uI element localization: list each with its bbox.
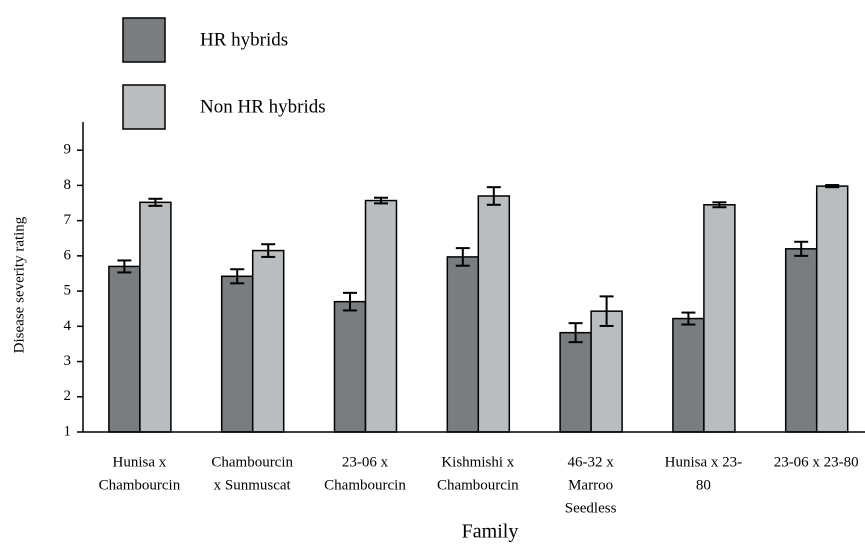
- legend-label: HR hybrids: [200, 29, 288, 50]
- bar: [672, 317, 705, 433]
- x-tick-label: Seedless: [565, 500, 617, 516]
- legend-swatch: [122, 17, 166, 63]
- y-tick-label: 2: [64, 388, 72, 404]
- bar: [590, 310, 623, 433]
- legend-label: Non HR hybrids: [200, 96, 326, 117]
- x-tick-label: Chambourcin: [437, 477, 519, 493]
- x-tick-label: Hunisa x: [113, 454, 167, 470]
- legend-swatch: [122, 84, 166, 130]
- bar: [446, 256, 480, 433]
- y-tick-label: 8: [64, 177, 72, 193]
- x-tick-label: 46-32 x: [567, 454, 614, 470]
- x-tick-label: Marroo: [568, 477, 613, 493]
- bar: [784, 248, 818, 433]
- x-tick-label: Hunisa x 23-: [665, 454, 743, 470]
- bar: [333, 300, 367, 433]
- x-tick-label: x Sunmuscat: [214, 477, 292, 493]
- bar: [477, 195, 511, 433]
- y-tick-label: 5: [64, 283, 72, 299]
- x-tick-label: Chambourcin: [99, 477, 181, 493]
- x-tick-label: Chambourcin: [211, 454, 293, 470]
- bar: [815, 185, 849, 433]
- y-tick-label: 4: [64, 318, 72, 334]
- x-tick-label: 23-06 x 23-80: [774, 454, 859, 470]
- bar: [703, 204, 736, 433]
- x-axis-label: Family: [462, 521, 519, 543]
- bar: [251, 249, 285, 433]
- x-tick-label: 80: [696, 477, 711, 493]
- y-tick-label: 9: [64, 142, 72, 158]
- x-tick-label: 23-06 x: [342, 454, 389, 470]
- bar: [364, 199, 398, 433]
- x-tick-label: Kishmishi x: [441, 454, 514, 470]
- bar: [220, 275, 254, 433]
- y-tick-label: 7: [64, 212, 72, 228]
- y-tick-label: 1: [64, 423, 72, 439]
- bar: [108, 265, 141, 433]
- bar: [139, 201, 172, 433]
- bar: [559, 331, 592, 433]
- x-tick-label: Chambourcin: [324, 477, 406, 493]
- y-axis-label: Disease severity rating: [11, 216, 27, 353]
- y-tick-label: 3: [64, 353, 72, 369]
- y-tick-label: 6: [64, 247, 72, 263]
